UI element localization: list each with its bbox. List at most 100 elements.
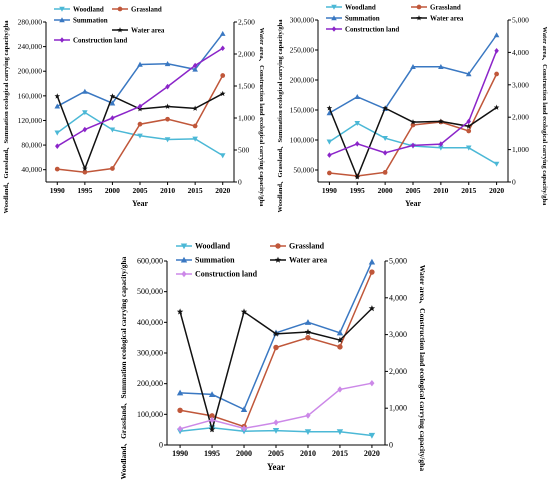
data-point bbox=[438, 64, 444, 70]
data-point bbox=[466, 118, 471, 125]
legend-entry: Woodland bbox=[326, 4, 376, 12]
data-point bbox=[410, 142, 416, 149]
chart-panel-3: 0 100,000 200,000 300,000 400,000 500,000 600,… bbox=[119, 242, 427, 480]
x-tick-label: 2000 bbox=[236, 449, 252, 458]
data-point bbox=[368, 305, 376, 312]
data-point bbox=[326, 139, 333, 145]
data-point bbox=[177, 425, 183, 433]
y-tick-label-left: 0 bbox=[159, 441, 163, 450]
data-point bbox=[220, 45, 225, 52]
data-point bbox=[368, 432, 376, 439]
x-tick-label: 1990 bbox=[172, 449, 188, 458]
data-point bbox=[165, 116, 170, 122]
y-axis-title-left: Woodland、Grassland、Summation ecological … bbox=[3, 20, 10, 214]
data-point bbox=[326, 110, 333, 116]
x-tick-label: 2020 bbox=[489, 186, 504, 195]
x-tick-label: 1990 bbox=[322, 186, 337, 195]
data-point bbox=[410, 119, 416, 125]
data-point bbox=[438, 145, 444, 151]
legend-marker bbox=[181, 270, 187, 278]
data-point bbox=[369, 269, 375, 275]
chart-panel-1: 40,000 80,000 120,000 160,000 200,000 240,000… bbox=[3, 6, 265, 214]
legend-marker bbox=[180, 243, 188, 250]
data-point bbox=[337, 386, 343, 393]
x-tick-label: 2015 bbox=[332, 449, 348, 458]
series-grassland bbox=[177, 269, 375, 430]
data-point bbox=[110, 166, 115, 171]
data-point bbox=[137, 121, 143, 127]
legend-marker bbox=[59, 6, 65, 12]
series-woodland bbox=[176, 425, 376, 439]
legend-entry: Grassland bbox=[270, 242, 325, 251]
x-axis-title: Year bbox=[267, 462, 285, 472]
legend-marker bbox=[180, 256, 188, 263]
y-tick-label-right: 500 bbox=[238, 146, 250, 155]
series-line bbox=[180, 261, 373, 411]
data-point bbox=[137, 61, 143, 67]
legend-entry: Water area bbox=[411, 15, 464, 23]
y-axis-title-right: Water area、Construction land ecological … bbox=[258, 28, 265, 207]
y-tick-label-left: 300,000 bbox=[290, 16, 315, 25]
x-tick-label: 2000 bbox=[105, 186, 120, 195]
data-point bbox=[192, 62, 198, 69]
y-tick-label-right: 5,000 bbox=[512, 16, 529, 25]
x-tick-label: 2000 bbox=[378, 186, 393, 195]
y-tick-label-right: 1,500 bbox=[238, 82, 255, 91]
legend-label: Grassland bbox=[131, 6, 162, 14]
data-point bbox=[273, 344, 279, 351]
series-construction-land bbox=[327, 47, 499, 158]
y-tick-label-right: 2,500 bbox=[238, 18, 255, 27]
legend-label: Woodland bbox=[195, 242, 231, 251]
data-point bbox=[137, 103, 143, 110]
y-axis-title-right: Water area、Construction land ecological … bbox=[541, 27, 548, 206]
data-point bbox=[192, 123, 198, 129]
chart-panel-2: 50,000 100,000 150,000 200,000 250,000 300,00… bbox=[277, 4, 548, 213]
y-tick-label-left: 200,000 bbox=[137, 379, 163, 388]
y-tick-label-left: 280,000 bbox=[18, 18, 43, 27]
series-summation bbox=[326, 32, 500, 116]
data-point bbox=[240, 308, 248, 315]
legend-entry: Water area bbox=[270, 256, 327, 265]
series-water-area bbox=[176, 305, 376, 433]
data-point bbox=[220, 73, 226, 78]
legend-label: Woodland bbox=[345, 4, 376, 12]
x-tick-label: 1995 bbox=[77, 186, 92, 195]
y-tick-label-right: 1,000 bbox=[389, 404, 407, 413]
data-point bbox=[208, 391, 216, 397]
series-water-area bbox=[326, 104, 500, 180]
data-point bbox=[209, 413, 215, 419]
y-tick-label-right: 0 bbox=[512, 178, 516, 187]
data-point bbox=[465, 145, 472, 151]
data-point bbox=[109, 93, 116, 99]
data-point bbox=[304, 328, 312, 335]
data-point bbox=[54, 93, 61, 99]
y-tick-label-left: 50,000 bbox=[293, 166, 314, 175]
series-water-area bbox=[54, 90, 226, 171]
legend-marker bbox=[416, 4, 422, 10]
x-tick-label: 2015 bbox=[188, 186, 203, 195]
data-point bbox=[54, 103, 61, 109]
data-point bbox=[465, 123, 472, 129]
data-point bbox=[273, 419, 279, 426]
y-tick-label-right: 3,000 bbox=[512, 80, 529, 89]
data-point bbox=[354, 94, 361, 100]
y-tick-label-right: 2,000 bbox=[238, 50, 255, 59]
legend-entry: Summation bbox=[54, 17, 108, 25]
data-point bbox=[438, 141, 444, 147]
data-point bbox=[272, 330, 280, 337]
legend-marker bbox=[59, 37, 65, 43]
series-grassland bbox=[54, 73, 226, 175]
data-point bbox=[382, 105, 388, 111]
data-point bbox=[336, 336, 344, 343]
data-point bbox=[177, 407, 183, 414]
y-tick-label-right: 3,000 bbox=[389, 330, 407, 339]
y-tick-label-right: 0 bbox=[238, 178, 242, 187]
legend-label: Woodland bbox=[73, 6, 104, 14]
data-point bbox=[54, 130, 61, 136]
legend-marker bbox=[416, 15, 422, 21]
data-point bbox=[82, 88, 88, 94]
legend-marker bbox=[275, 243, 281, 249]
data-point bbox=[493, 32, 500, 38]
data-point bbox=[82, 110, 88, 116]
x-tick-label: 1995 bbox=[204, 449, 220, 458]
